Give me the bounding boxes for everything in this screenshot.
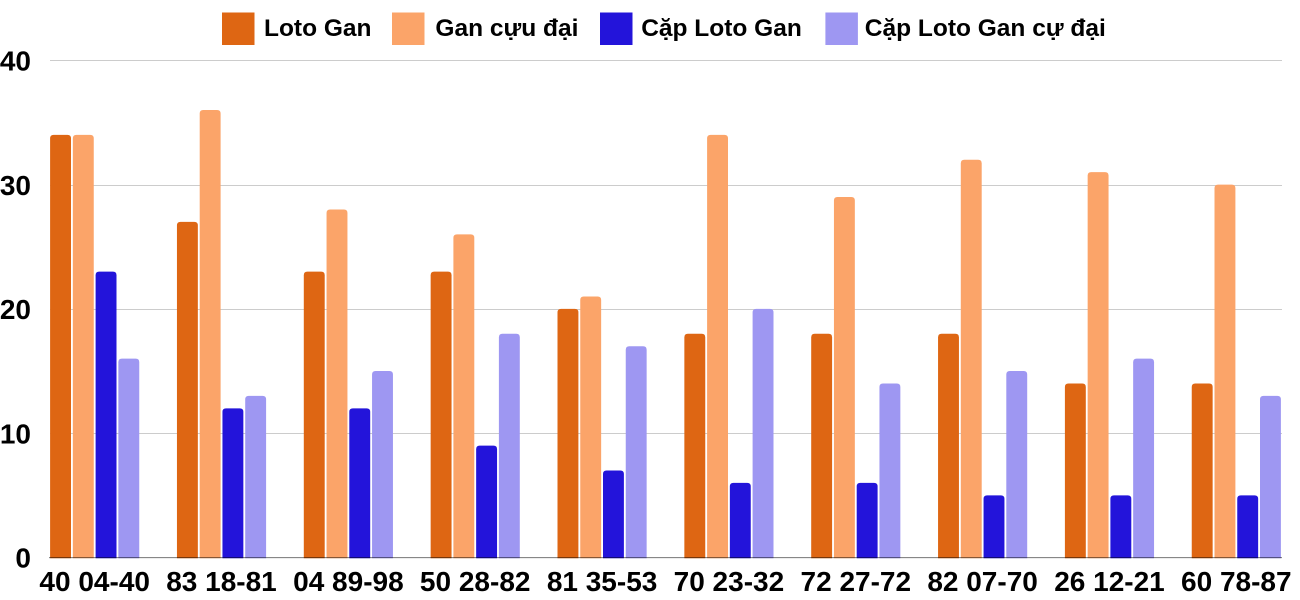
svg-text:30: 30 [0,170,31,201]
svg-text:10: 10 [0,418,31,449]
svg-text:0: 0 [15,543,31,574]
svg-text:82 07-70: 82 07-70 [927,566,1038,597]
svg-text:83 18-81: 83 18-81 [166,566,277,597]
svg-text:Cặp Loto Gan: Cặp Loto Gan [641,15,802,42]
svg-text:40: 40 [0,46,31,77]
svg-text:60 78-87: 60 78-87 [1181,566,1292,597]
svg-text:40 04-40: 40 04-40 [39,566,150,597]
svg-text:04 89-98: 04 89-98 [293,566,404,597]
svg-text:Cặp Loto Gan cự đại: Cặp Loto Gan cự đại [865,15,1106,42]
svg-text:26 12-21: 26 12-21 [1054,566,1165,597]
svg-text:81 35-53: 81 35-53 [547,566,658,597]
svg-text:50 28-82: 50 28-82 [420,566,531,597]
svg-text:20: 20 [0,294,31,325]
svg-text:Gan cựu đại: Gan cựu đại [435,15,578,42]
svg-text:70 23-32: 70 23-32 [674,566,785,597]
svg-text:Loto Gan: Loto Gan [264,15,372,42]
svg-text:72 27-72: 72 27-72 [801,566,912,597]
